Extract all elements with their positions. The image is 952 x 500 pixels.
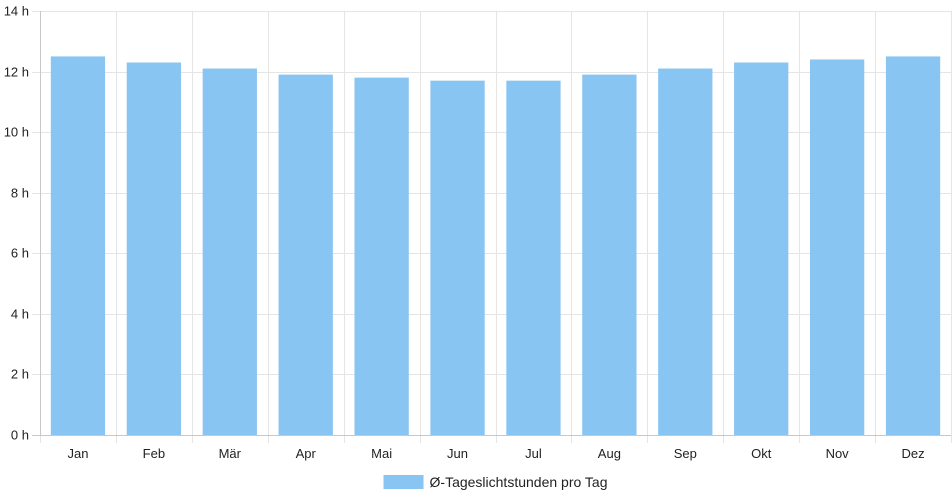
y-tick-label: 8 h (11, 186, 29, 201)
x-tick-label: Mär (219, 446, 242, 461)
bar-jun[interactable] (430, 80, 485, 436)
bar-nov[interactable] (809, 59, 865, 435)
y-tick-label: 0 h (11, 428, 29, 443)
bar-jan[interactable] (50, 56, 106, 436)
y-tick-label: 6 h (11, 246, 29, 261)
bar-dez[interactable] (885, 56, 941, 436)
x-tick-label: Okt (751, 446, 772, 461)
bar-mär[interactable] (202, 68, 257, 436)
x-tick-label: Nov (826, 446, 850, 461)
bar-apr[interactable] (278, 74, 333, 435)
bar-sep[interactable] (658, 68, 713, 436)
legend-label[interactable]: Ø-Tageslichtstunden pro Tag (430, 474, 608, 490)
bar-jul[interactable] (506, 80, 561, 436)
x-axis: Jan Feb Mär Apr Mai Jun Jul Aug Sep Okt Nov Dez (32, 435, 951, 461)
y-tick-label: 14 h (4, 4, 29, 19)
x-tick-label: Aug (598, 446, 621, 461)
x-tick-label: Sep (674, 446, 697, 461)
legend[interactable]: Ø-Tageslichtstunden pro Tag (383, 474, 608, 490)
x-tick-label: Jan (67, 446, 88, 461)
y-tick-label: 10 h (4, 125, 29, 140)
bar-aug[interactable] (582, 74, 637, 435)
x-tick-label: Dez (901, 446, 924, 461)
x-tick-label: Mai (371, 446, 392, 461)
bar-okt[interactable] (734, 62, 789, 435)
legend-swatch[interactable] (383, 475, 424, 489)
y-tick-label: 2 h (11, 367, 29, 382)
x-tick-label: Apr (296, 446, 317, 461)
y-tick-label: 12 h (4, 65, 29, 80)
x-tick-label: Jun (447, 446, 468, 461)
y-tick-label: 4 h (11, 307, 29, 322)
x-tick-label: Jul (525, 446, 542, 461)
bar-feb[interactable] (126, 62, 182, 435)
grid-lines (32, 11, 952, 443)
bars (50, 56, 941, 436)
y-axis: 0 h 2 h 4 h 6 h 8 h 10 h 12 h 14 h (4, 4, 41, 443)
x-tick-label: Feb (143, 446, 165, 461)
bar-mai[interactable] (354, 77, 409, 435)
